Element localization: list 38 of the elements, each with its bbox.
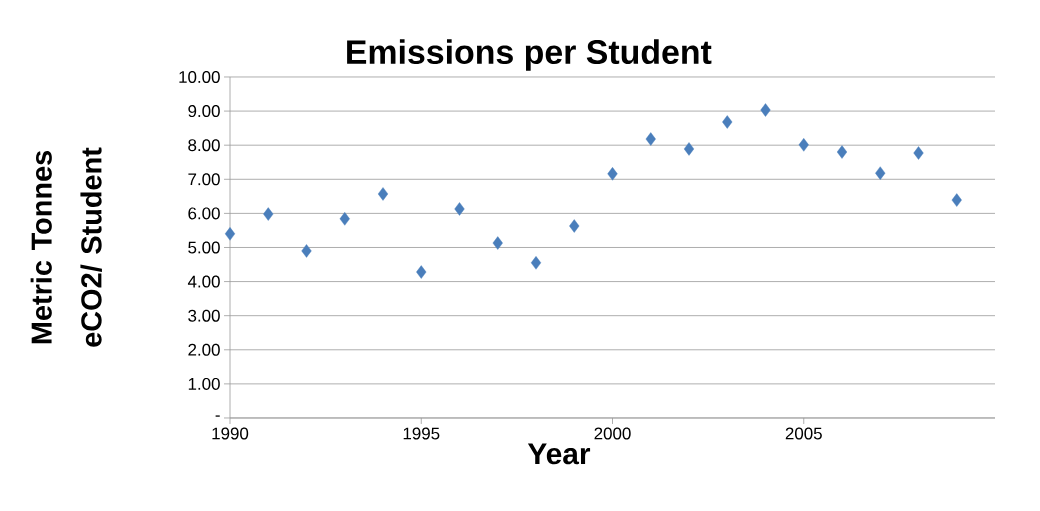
point — [607, 167, 618, 181]
y-tick-label: 7.00 — [188, 173, 220, 186]
point — [263, 207, 274, 221]
x-axis-title: Year — [527, 443, 591, 465]
y-tick-label: - — [215, 415, 220, 417]
point — [722, 115, 733, 129]
y-tick-label: 6.00 — [188, 207, 220, 220]
point — [569, 219, 580, 233]
y-tick-label: 2.00 — [188, 343, 220, 356]
x-tick-label: 1995 — [403, 427, 440, 440]
x-tick-label: 2005 — [785, 427, 822, 440]
y-tick-label: 5.00 — [188, 241, 220, 254]
point — [454, 202, 465, 216]
point — [645, 132, 656, 146]
point — [416, 265, 427, 279]
point — [530, 256, 542, 270]
y-tick-label: 9.00 — [188, 105, 220, 118]
point — [339, 212, 350, 226]
y-axis-title: Metric Tonnes eCO2/ Student — [30, 147, 102, 347]
point — [492, 236, 503, 250]
point — [951, 193, 962, 207]
y-tick-label: 3.00 — [188, 309, 220, 322]
point — [913, 146, 924, 160]
x-tick-label: 1990 — [212, 427, 249, 440]
chart-title: Emissions per Student — [347, 39, 712, 71]
point — [301, 244, 312, 258]
y-tick-label: 10.00 — [179, 70, 220, 83]
point — [760, 103, 771, 117]
y-tick-label: 8.00 — [188, 139, 220, 152]
y-tick-label: 1.00 — [188, 377, 220, 390]
y-tick-label: 4.00 — [187, 275, 220, 288]
point — [683, 142, 695, 156]
point — [836, 145, 848, 159]
point — [224, 227, 236, 241]
x-tick-label: 2000 — [594, 427, 631, 440]
point — [875, 166, 886, 180]
point — [798, 138, 809, 152]
point — [377, 187, 389, 201]
